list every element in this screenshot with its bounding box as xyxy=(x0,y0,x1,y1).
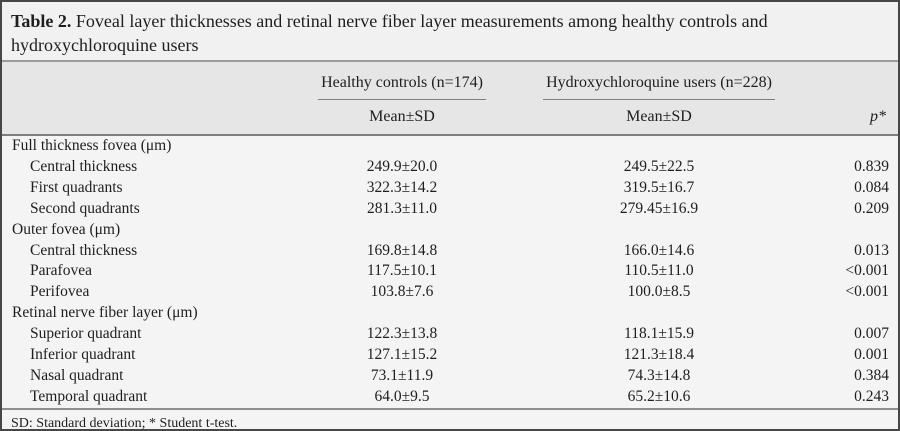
hcq-mean-sd: 110.5±11.0 xyxy=(624,262,694,280)
hcq-mean-sd: 118.1±15.9 xyxy=(624,325,694,343)
healthy-mean-sd: 127.1±15.2 xyxy=(366,346,438,364)
hcq-users-header-cell: Hydroxychloroquine users (n=228) xyxy=(502,62,816,101)
table-number: Table 2. xyxy=(11,11,72,31)
healthy-controls-header: Healthy controls (n=174) xyxy=(318,74,486,100)
p-value: 0.839 xyxy=(854,157,889,175)
p-value: <0.001 xyxy=(845,262,889,280)
item-label: Temporal quadrant xyxy=(30,387,148,405)
group-header-row: Healthy controls (n=174) Hydroxychloroqu… xyxy=(2,62,898,101)
p-value: 0.243 xyxy=(854,387,889,405)
section-header-row: Retinal nerve fiber layer (μm) xyxy=(2,303,898,324)
table-body: Full thickness fovea (μm) Central thickne… xyxy=(2,135,898,408)
hcq-mean-sd: 74.3±14.8 xyxy=(627,366,691,384)
table-header: Healthy controls (n=174) Hydroxychloroqu… xyxy=(2,62,898,136)
p-value: 0.384 xyxy=(854,366,889,384)
healthy-mean-sd: 103.8±7.6 xyxy=(370,283,434,301)
item-label: Inferior quadrant xyxy=(30,346,136,364)
section-label: Outer fovea (μm) xyxy=(12,220,121,238)
item-label: First quadrants xyxy=(30,178,123,196)
table-row: Central thickness 249.9±20.0 249.5±22.5 0.8… xyxy=(2,157,898,178)
table-row: Temporal quadrant 64.0±9.5 65.2±10.6 0.243 xyxy=(2,387,898,408)
p-value: 0.007 xyxy=(854,325,889,343)
table-title-text: Foveal layer thicknesses and retinal ner… xyxy=(11,11,768,55)
section-label: Full thickness fovea (μm) xyxy=(12,137,172,154)
p-value: 0.001 xyxy=(854,346,889,364)
section-header-row: Full thickness fovea (μm) xyxy=(2,135,898,157)
item-label: Parafovea xyxy=(30,262,92,280)
empty-cell xyxy=(816,62,898,101)
hcq-mean-sd-header: Mean±SD xyxy=(502,101,816,136)
item-label: Central thickness xyxy=(30,241,138,259)
hcq-mean-sd: 249.5±22.5 xyxy=(623,157,695,175)
healthy-mean-sd: 122.3±13.8 xyxy=(366,325,438,343)
hcq-mean-sd: 121.3±18.4 xyxy=(623,346,695,364)
empty-cell xyxy=(2,101,302,136)
table-row: Inferior quadrant 127.1±15.2 121.3±18.4 0.0… xyxy=(2,345,898,366)
item-label: Superior quadrant xyxy=(30,325,142,343)
table-row: Perifovea 103.8±7.6 100.0±8.5 <0.001 xyxy=(2,282,898,303)
p-value-header: p* xyxy=(816,101,898,136)
item-label: Nasal quadrant xyxy=(30,366,124,384)
hcq-mean-sd: 166.0±14.6 xyxy=(623,241,695,259)
hcq-users-header: Hydroxychloroquine users (n=228) xyxy=(543,74,775,100)
p-value: <0.001 xyxy=(845,283,889,301)
table-row: Second quadrants 281.3±11.0 279.45±16.9 0.2… xyxy=(2,199,898,220)
table-footnote: SD: Standard deviation; * Student t-test… xyxy=(2,407,898,429)
empty-cell xyxy=(2,62,302,101)
healthy-mean-sd: 322.3±14.2 xyxy=(366,178,438,196)
healthy-mean-sd: 64.0±9.5 xyxy=(374,387,430,405)
healthy-mean-sd: 169.8±14.8 xyxy=(366,241,438,259)
sub-header-row: Mean±SD Mean±SD p* xyxy=(2,101,898,136)
item-label: Central thickness xyxy=(30,157,138,175)
section-header-row: Outer fovea (μm) xyxy=(2,220,898,241)
item-label: Perifovea xyxy=(30,283,90,301)
hcq-mean-sd: 65.2±10.6 xyxy=(627,387,691,405)
table-row: Central thickness 169.8±14.8 166.0±14.6 0.0… xyxy=(2,241,898,262)
table-caption: Table 2. Foveal layer thicknesses and re… xyxy=(2,2,898,62)
hcq-mean-sd: 100.0±8.5 xyxy=(627,283,691,301)
table-row: Nasal quadrant 73.1±11.9 74.3±14.8 0.384 xyxy=(2,366,898,387)
healthy-mean-sd: 117.5±10.1 xyxy=(367,262,437,280)
p-value: 0.013 xyxy=(854,241,889,259)
table-row: First quadrants 322.3±14.2 319.5±16.7 0.084 xyxy=(2,178,898,199)
healthy-controls-header-cell: Healthy controls (n=174) xyxy=(302,62,502,101)
hcq-mean-sd: 279.45±16.9 xyxy=(619,199,699,217)
table-row: Superior quadrant 122.3±13.8 118.1±15.9 0.0… xyxy=(2,324,898,345)
table-row: Parafovea 117.5±10.1 110.5±11.0 <0.001 xyxy=(2,261,898,282)
item-label: Second quadrants xyxy=(30,199,140,217)
healthy-mean-sd: 73.1±11.9 xyxy=(370,366,434,384)
healthy-mean-sd-header: Mean±SD xyxy=(302,101,502,136)
hcq-mean-sd: 319.5±16.7 xyxy=(623,178,695,196)
healthy-mean-sd: 249.9±20.0 xyxy=(366,157,438,175)
p-value: 0.209 xyxy=(854,199,889,217)
section-label: Retinal nerve fiber layer (μm) xyxy=(12,304,198,322)
p-value: 0.084 xyxy=(854,178,889,196)
healthy-mean-sd: 281.3±11.0 xyxy=(367,199,437,217)
data-table: Healthy controls (n=174) Hydroxychloroqu… xyxy=(2,62,898,408)
